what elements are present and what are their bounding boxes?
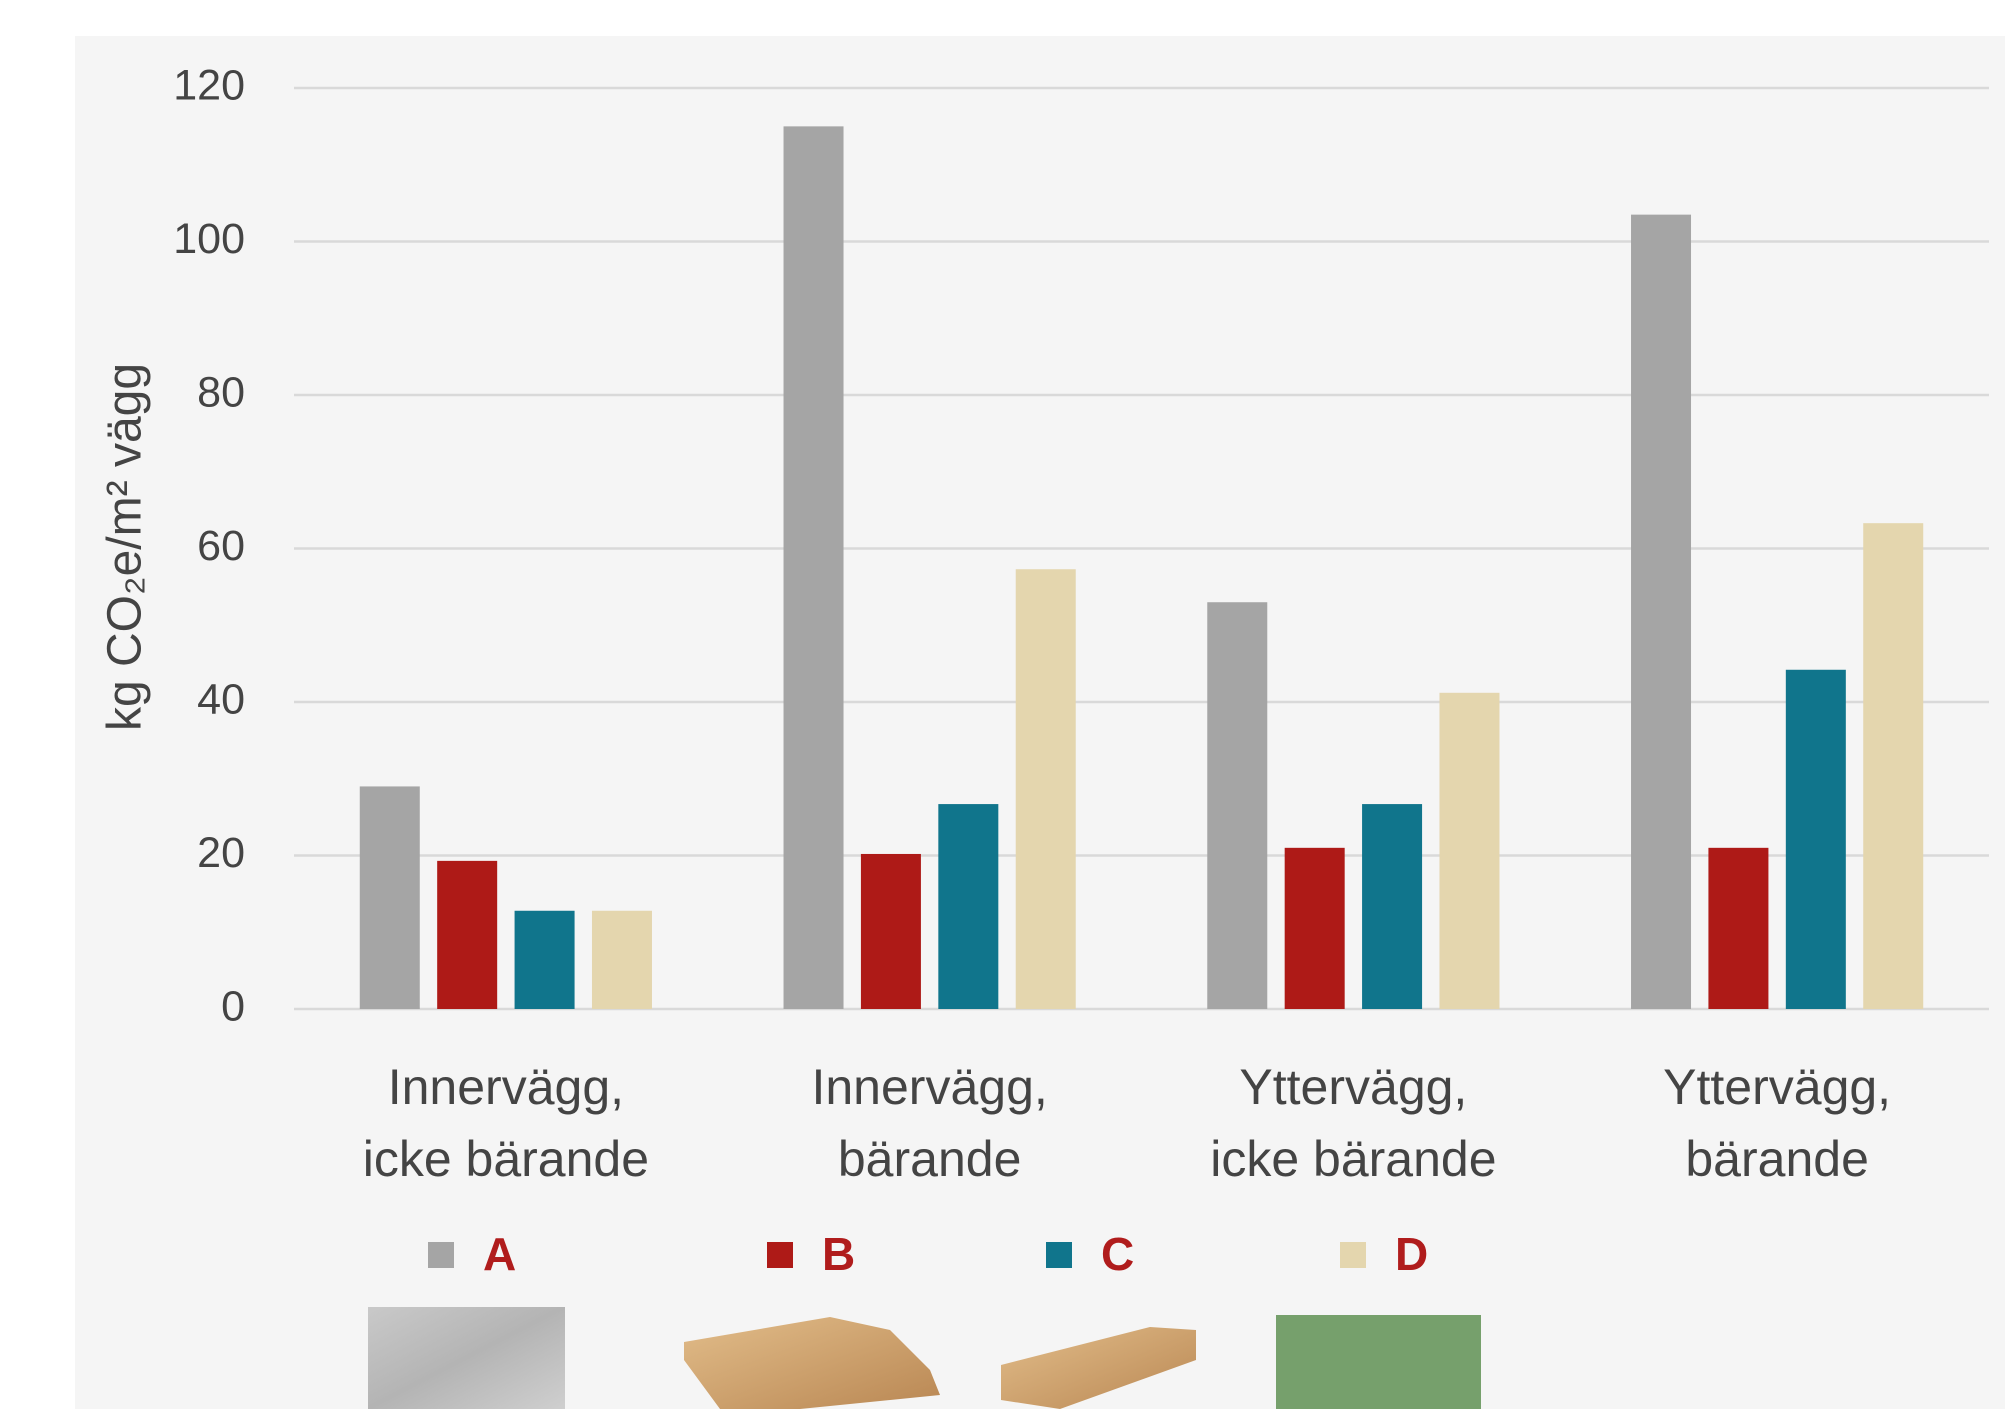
legend-swatch: [1340, 1242, 1366, 1268]
y-tick-label: 40: [197, 675, 245, 723]
bar: [1439, 692, 1500, 1009]
legend-swatch: [767, 1242, 793, 1268]
x-tick-label: Innervägg, icke bärande: [362, 1059, 650, 1187]
legend-swatch: [1046, 1242, 1072, 1268]
y-axis-label: kg CO₂e/m² vägg: [99, 363, 152, 731]
bar: [437, 860, 498, 1009]
x-tick-label: Yttervägg, icke bärande: [1210, 1059, 1497, 1187]
legend-label: B: [822, 1228, 855, 1280]
bar: [1708, 847, 1769, 1009]
bar: [1863, 523, 1924, 1009]
legend-label: A: [483, 1228, 516, 1280]
x-tick-label: Innervägg, bärande: [811, 1059, 1048, 1187]
legend-label: C: [1101, 1228, 1134, 1280]
legend-images: [368, 1307, 1481, 1409]
bar: [591, 910, 652, 1009]
clt-image: [1001, 1327, 1196, 1409]
x-tick-label: Yttervägg, bärande: [1663, 1059, 1892, 1187]
y-tick-label: 20: [197, 829, 245, 877]
y-tick-label: 120: [173, 61, 245, 109]
legend-swatch: [428, 1242, 454, 1268]
bar: [1284, 847, 1345, 1009]
y-tick-label: 100: [173, 215, 245, 263]
legend-label: D: [1395, 1228, 1428, 1280]
bar: [783, 126, 844, 1009]
green-board-image: [1276, 1315, 1481, 1409]
bar: [860, 853, 921, 1009]
y-tick-label: 0: [221, 982, 245, 1030]
wood-image: [684, 1317, 940, 1409]
y-tick-label: 80: [197, 368, 245, 416]
y-tick-label: 60: [197, 522, 245, 570]
bar: [1785, 669, 1846, 1009]
concrete-image: [368, 1307, 565, 1409]
bar: [938, 804, 999, 1009]
bar: [1207, 602, 1268, 1009]
bar: [1631, 214, 1692, 1009]
bar: [514, 910, 575, 1009]
bar: [1362, 804, 1423, 1009]
bar: [1015, 569, 1076, 1009]
bar: [359, 786, 420, 1009]
